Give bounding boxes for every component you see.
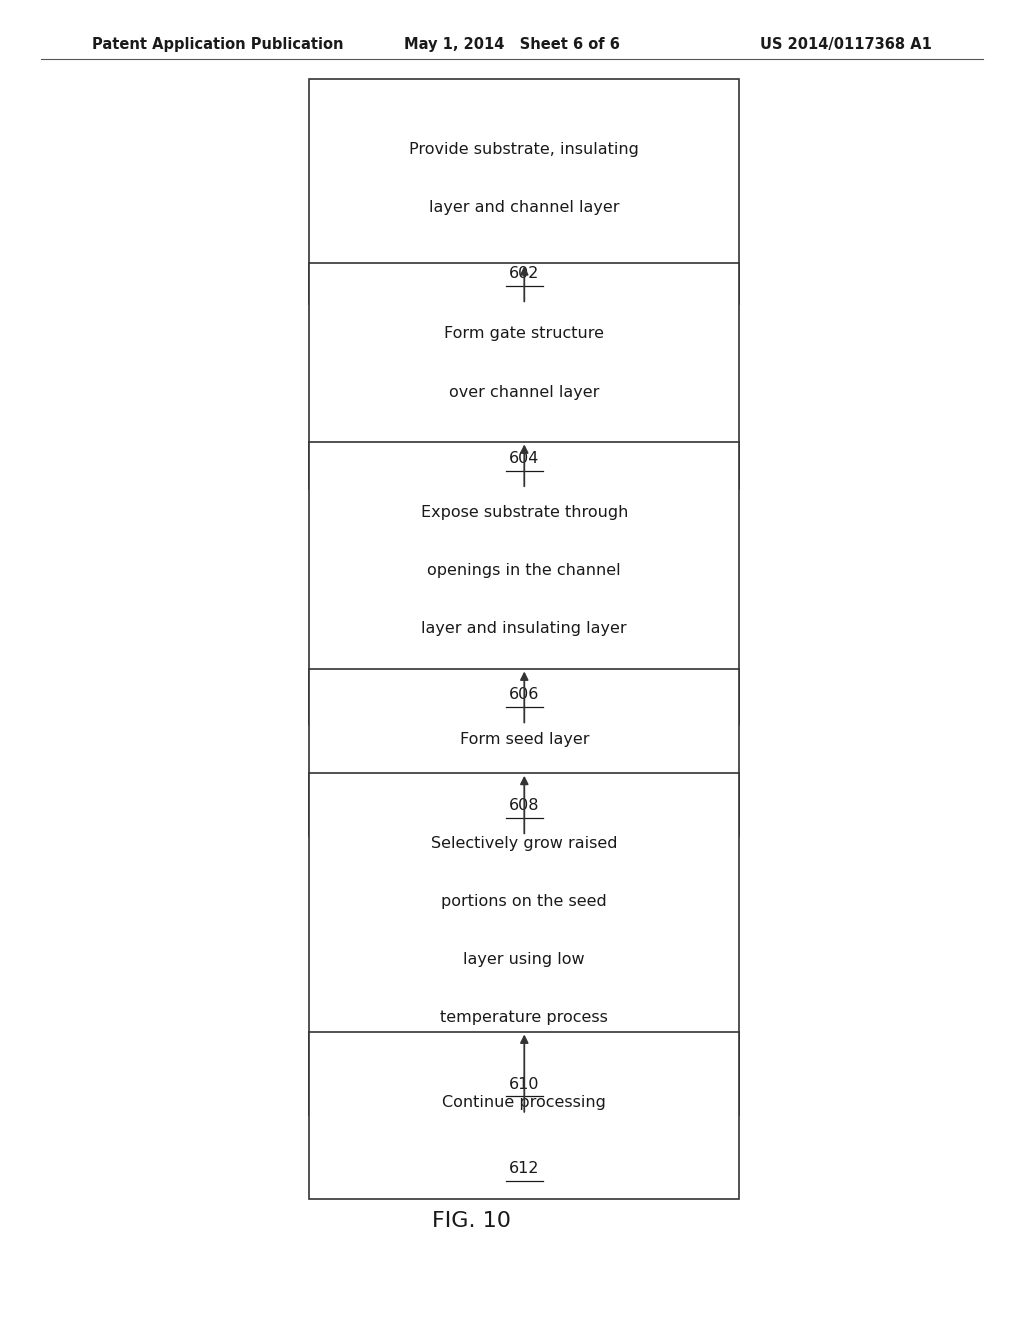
FancyBboxPatch shape xyxy=(309,263,739,490)
Text: 606: 606 xyxy=(509,688,540,702)
Text: 604: 604 xyxy=(509,451,540,466)
Text: layer and insulating layer: layer and insulating layer xyxy=(422,620,627,636)
Text: 602: 602 xyxy=(509,267,540,281)
FancyBboxPatch shape xyxy=(309,1032,739,1199)
Text: Continue processing: Continue processing xyxy=(442,1094,606,1110)
Text: portions on the seed: portions on the seed xyxy=(441,894,607,909)
Text: Selectively grow raised: Selectively grow raised xyxy=(431,836,617,851)
Text: Expose substrate through: Expose substrate through xyxy=(421,504,628,520)
Text: Form seed layer: Form seed layer xyxy=(460,731,589,747)
Text: 612: 612 xyxy=(509,1162,540,1176)
FancyBboxPatch shape xyxy=(309,774,739,1114)
Text: Form gate structure: Form gate structure xyxy=(444,326,604,342)
FancyBboxPatch shape xyxy=(309,668,739,837)
Text: layer using low: layer using low xyxy=(464,952,585,968)
Text: over channel layer: over channel layer xyxy=(450,384,599,400)
FancyBboxPatch shape xyxy=(309,79,739,305)
Text: temperature process: temperature process xyxy=(440,1010,608,1026)
Text: Provide substrate, insulating: Provide substrate, insulating xyxy=(410,141,639,157)
Text: FIG. 10: FIG. 10 xyxy=(431,1210,511,1232)
Text: 608: 608 xyxy=(509,799,540,813)
Text: US 2014/0117368 A1: US 2014/0117368 A1 xyxy=(760,37,932,53)
Text: May 1, 2014   Sheet 6 of 6: May 1, 2014 Sheet 6 of 6 xyxy=(404,37,620,53)
Text: layer and channel layer: layer and channel layer xyxy=(429,199,620,215)
FancyBboxPatch shape xyxy=(309,441,739,726)
Text: 610: 610 xyxy=(509,1077,540,1092)
Text: openings in the channel: openings in the channel xyxy=(427,562,622,578)
Text: Patent Application Publication: Patent Application Publication xyxy=(92,37,344,53)
